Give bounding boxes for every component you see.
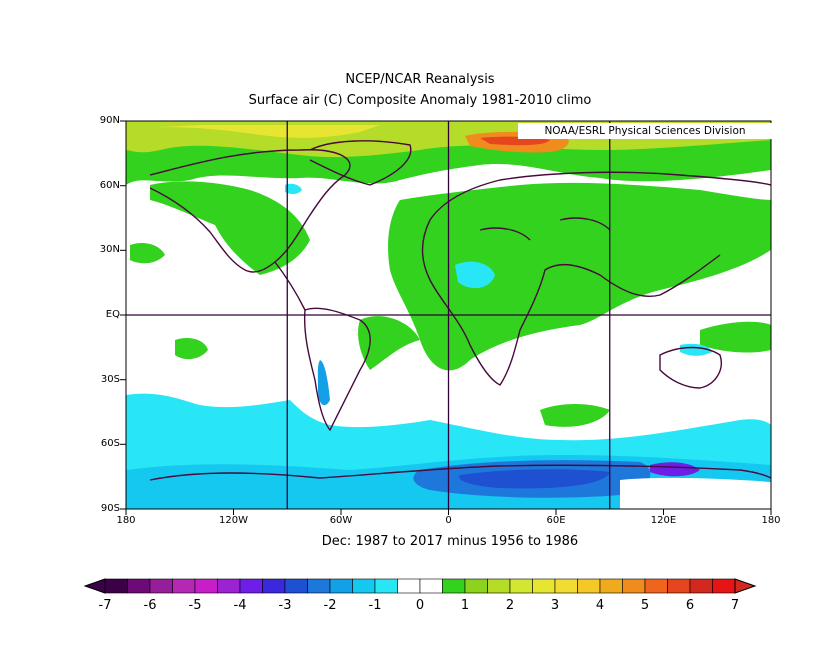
colorbar-swatch xyxy=(104,578,128,594)
colorbar-swatch xyxy=(239,578,263,594)
lon-label: 120E xyxy=(650,515,677,526)
anomaly-area-pacific xyxy=(130,243,165,264)
anomaly-area-south-pacific xyxy=(175,338,208,360)
colorbar-label: 5 xyxy=(640,598,650,613)
colorbar-label: -7 xyxy=(98,598,112,613)
map-title: NCEP/NCAR Reanalysis xyxy=(345,72,495,87)
colorbar-label: 1 xyxy=(460,598,470,613)
map-subtitle-variable: Surface air (C) Composite Anomaly 1981-2… xyxy=(248,93,592,108)
anomaly-area-antarctic-neutral xyxy=(620,477,771,509)
colorbar xyxy=(83,578,757,594)
colorbar-swatch xyxy=(712,578,736,594)
colorbar-label: -2 xyxy=(323,598,337,613)
colorbar-label: -5 xyxy=(188,598,202,613)
colorbar-swatch xyxy=(374,578,398,594)
coastlines xyxy=(149,140,771,481)
colorbar-swatch xyxy=(217,578,241,594)
anomaly-area-indian-ocean xyxy=(540,404,610,427)
anomaly-area-arctic-yellow xyxy=(140,125,380,138)
colorbar-swatch xyxy=(419,578,443,594)
colorbar-swatch xyxy=(689,578,713,594)
anomaly-area-australia-cool xyxy=(680,343,712,356)
lat-label: 90N xyxy=(99,115,120,126)
colorbar-label: 4 xyxy=(595,598,605,613)
colorbar-swatch xyxy=(307,578,331,594)
colorbar-label: -1 xyxy=(368,598,382,613)
colorbar-swatch xyxy=(149,578,173,594)
anomaly-area-south-america-cool xyxy=(317,360,330,406)
lat-label: 30N xyxy=(99,244,120,255)
map-plot-area xyxy=(126,121,771,509)
colorbar-swatch xyxy=(127,578,151,594)
colorbar-swatch xyxy=(284,578,308,594)
anomaly-area-western-pacific xyxy=(700,321,771,353)
colorbar-swatch xyxy=(577,578,601,594)
lat-label: 30S xyxy=(100,374,120,385)
period-subtitle: Dec: 1987 to 2017 minus 1956 to 1986 xyxy=(321,534,579,549)
lat-label: 90S xyxy=(100,503,120,514)
lat-label: 60S xyxy=(100,438,120,449)
colorbar-swatch xyxy=(194,578,218,594)
colorbar-swatch xyxy=(599,578,623,594)
lon-label: 120W xyxy=(219,515,248,526)
colorbar-swatch xyxy=(397,578,421,594)
colorbar-arrow-high xyxy=(734,578,757,594)
colorbar-swatch xyxy=(464,578,488,594)
colorbar-swatch xyxy=(352,578,376,594)
lon-label: 180 xyxy=(761,515,781,526)
anomaly-area-sahara-cool xyxy=(455,261,495,289)
colorbar-swatch xyxy=(329,578,353,594)
colorbar-swatch xyxy=(262,578,286,594)
lat-label: EQ xyxy=(105,309,120,320)
colorbar-label: 2 xyxy=(505,598,515,613)
colorbar-swatch xyxy=(172,578,196,594)
colorbar-label: 0 xyxy=(415,598,425,613)
colorbar-swatch xyxy=(532,578,556,594)
anomaly-area-south-atlantic xyxy=(358,316,420,370)
colorbar-swatch xyxy=(509,578,533,594)
colorbar-label: 3 xyxy=(550,598,560,613)
colorbar-label: 7 xyxy=(730,598,740,613)
colorbar-label: -6 xyxy=(143,598,157,613)
anomaly-area-hudson-cool xyxy=(285,183,302,195)
lon-label: 60E xyxy=(546,515,566,526)
colorbar-arrow-low xyxy=(83,578,106,594)
colorbar-swatch xyxy=(622,578,646,594)
colorbar-swatch xyxy=(644,578,668,594)
lon-label: 0 xyxy=(445,515,452,526)
anomaly-area-antarctic-minimum xyxy=(650,462,700,477)
colorbar-swatch xyxy=(487,578,511,594)
anomaly-area-east-antarctica-core xyxy=(459,469,610,489)
lon-label: 60W xyxy=(329,515,353,526)
lat-label: 60N xyxy=(99,180,120,191)
colorbar-label: 6 xyxy=(685,598,695,613)
graticule xyxy=(126,121,771,509)
lon-label: 180 xyxy=(116,515,136,526)
credit-label: NOAA/ESRL Physical Sciences Division xyxy=(518,123,772,139)
colorbar-swatch xyxy=(554,578,578,594)
colorbar-label: -4 xyxy=(233,598,247,613)
colorbar-swatch xyxy=(667,578,691,594)
axis-ticks xyxy=(120,120,772,515)
colorbar-swatch xyxy=(442,578,466,594)
anomaly-area-north-america xyxy=(150,181,310,275)
colorbar-label: -3 xyxy=(278,598,292,613)
